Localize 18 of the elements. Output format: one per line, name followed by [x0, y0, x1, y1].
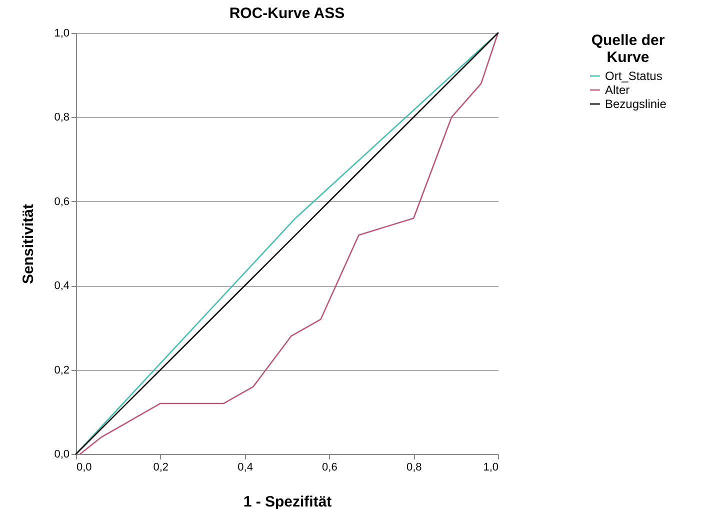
y-tick-label: 0,6 [54, 196, 70, 208]
legend-title: Quelle der Kurve [591, 32, 665, 66]
y-tick-label: 0,0 [54, 448, 70, 460]
x-tick-label: 0,4 [238, 462, 253, 474]
y-tick-label: 0,8 [54, 112, 70, 124]
y-tick-label: 0,2 [54, 364, 70, 376]
legend-label: Bezugslinie [605, 97, 667, 111]
chart-title: ROC-Kurve ASS [229, 5, 345, 22]
x-tick-label: 0,0 [76, 462, 92, 474]
y-tick-label: 1,0 [54, 28, 70, 40]
x-tick-label: 0,8 [406, 462, 422, 474]
legend-label: Ort_Status [605, 69, 662, 83]
x-tick-label: 1,0 [483, 462, 498, 474]
y-axis-title: Sensitivität [20, 204, 38, 284]
legend-label: Alter [605, 83, 630, 97]
x-tick-label: 0,2 [153, 462, 169, 474]
y-tick-label: 0,4 [54, 280, 70, 292]
x-tick-label: 0,6 [322, 462, 338, 474]
